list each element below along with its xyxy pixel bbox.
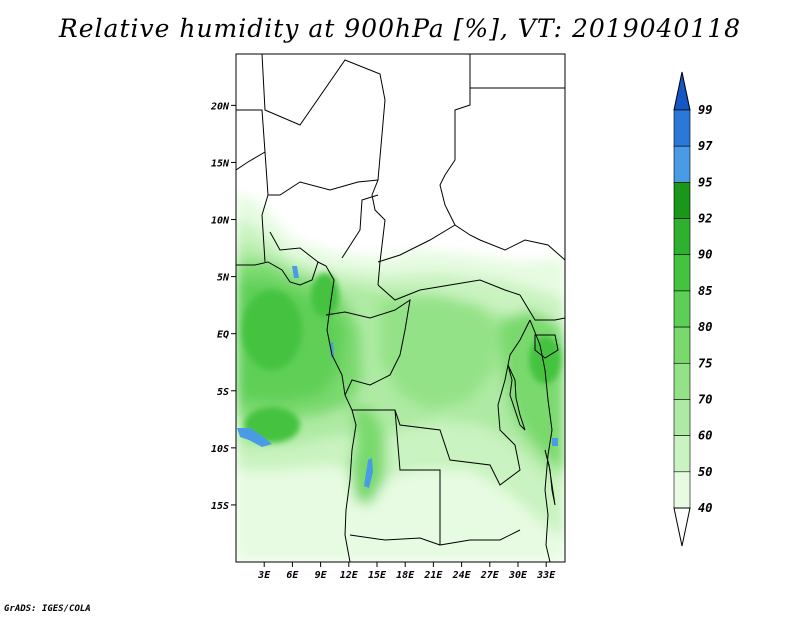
colorbar-swatch xyxy=(673,182,691,219)
colorbar-swatch xyxy=(673,109,691,147)
humidity-spot-97-cameroon xyxy=(292,266,299,278)
colorbar-swatch xyxy=(673,471,691,509)
border-niger-chad xyxy=(264,151,379,196)
humidity-spot-97-lake xyxy=(552,438,558,446)
lon-tick-label: 6E xyxy=(286,570,299,581)
humidity-field xyxy=(236,192,565,562)
border-sudan-east xyxy=(479,239,565,261)
colorbar-swatch xyxy=(673,399,691,436)
lat-tick-label: 5S xyxy=(217,387,229,398)
lon-tick-label: 9E xyxy=(315,570,328,581)
colorbar-label: 40 xyxy=(698,501,712,515)
lon-tick-label: 15E xyxy=(368,570,387,581)
humidity-spot-97-angola-inland xyxy=(364,458,373,488)
colorbar-swatch xyxy=(673,254,691,292)
colorbar-label: 50 xyxy=(698,465,712,479)
border-east xyxy=(519,294,565,562)
humidity-band-angola xyxy=(350,405,385,505)
lon-tick-label: 12E xyxy=(340,570,359,581)
colorbar-label: 95 xyxy=(698,175,712,189)
border-congo xyxy=(325,298,411,396)
lake-malawi xyxy=(544,449,556,506)
humidity-spot-gulf xyxy=(242,290,302,370)
country-boundaries xyxy=(236,54,565,562)
lon-tick-label: 18E xyxy=(396,570,415,581)
humidity-spot-97-gabon xyxy=(330,342,334,358)
lat-tick-label: 10N xyxy=(211,216,230,227)
colorbar-swatch xyxy=(673,145,691,183)
border-namibia xyxy=(349,534,441,546)
lon-tick-label: 33E xyxy=(536,570,556,581)
colorbar-label: 60 xyxy=(698,429,712,443)
humidity-spot-cameroon xyxy=(311,273,339,317)
colorbar-label: 97 xyxy=(698,139,713,153)
colorbar-swatch xyxy=(673,290,691,328)
lat-tick-label: 20N xyxy=(210,101,230,112)
colorbar-label: 99 xyxy=(698,103,712,117)
colorbar-max-arrow xyxy=(673,71,691,111)
border-mali-niger xyxy=(236,109,266,171)
border-sahara xyxy=(261,54,386,286)
humidity-spot-east xyxy=(529,336,561,384)
colorbar-label: 90 xyxy=(698,248,712,262)
map-frame xyxy=(235,53,566,563)
border-cameroon xyxy=(261,194,379,263)
colorbar-label: 80 xyxy=(698,320,712,334)
lon-tick-label: 24E xyxy=(452,570,472,581)
lake-victoria xyxy=(534,334,559,359)
colorbar-label: 70 xyxy=(698,392,712,406)
lat-tick-label: 15N xyxy=(211,158,230,169)
lat-tick-label: 10S xyxy=(211,444,229,455)
colorbar-label: 92 xyxy=(698,212,712,226)
colorbar-swatch xyxy=(673,218,691,256)
colorbar-swatch xyxy=(673,435,691,473)
humidity-band-congo xyxy=(380,296,500,410)
credit-label: GrADS: IGES/COLA xyxy=(4,604,91,614)
border-libya-egypt xyxy=(439,54,481,241)
map-title: Relative humidity at 900hPa [%], VT: 201… xyxy=(58,14,742,43)
lon-tick-label: 30E xyxy=(508,570,528,581)
lat-tick-label: 5N xyxy=(217,273,230,284)
lon-tick-label: 21E xyxy=(423,570,443,581)
colorbar-swatch xyxy=(673,326,691,364)
colorbar-label: 75 xyxy=(698,356,712,370)
border-car xyxy=(377,224,521,301)
lat-tick-label: EQ xyxy=(217,330,229,341)
lake-tanganyika xyxy=(507,364,526,431)
colorbar-swatch xyxy=(673,362,691,400)
lat-tick-label: 15S xyxy=(211,501,229,512)
lon-tick-label: 27E xyxy=(480,570,500,581)
border-drc xyxy=(352,319,531,486)
colorbar-label: 85 xyxy=(698,284,712,298)
colorbar-min-arrow xyxy=(673,507,691,547)
border-angola-zambia xyxy=(394,409,521,546)
lon-tick-label: 3E xyxy=(257,570,271,581)
humidity-spot-99-angola-coast xyxy=(237,428,272,447)
